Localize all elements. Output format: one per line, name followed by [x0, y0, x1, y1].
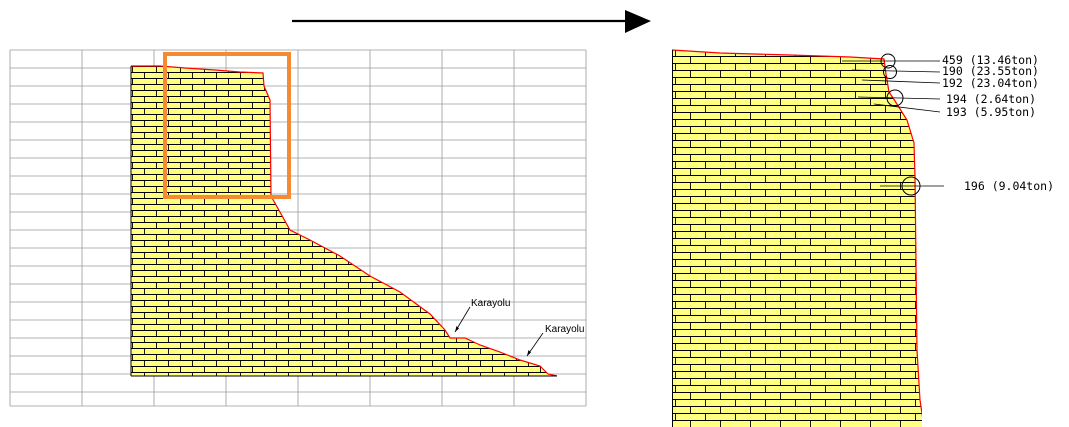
rock-label-194: 194 (2.64ton) [946, 92, 1036, 106]
road-marker-2: Karayolu [526, 324, 584, 357]
overview-profile-line [131, 65, 558, 377]
highlight-box [163, 52, 291, 199]
rock-label-192: 192 (23.04ton) [942, 76, 1039, 90]
circle-marker-icon [880, 53, 921, 196]
rock-label-190: 190 (23.55ton) [942, 64, 1039, 78]
road-marker-1: Karayolu [454, 298, 510, 333]
rock-label-193: 193 (5.95ton) [946, 105, 1036, 119]
detail-profile-line [672, 49, 922, 418]
overview-rock-mass [131, 66, 557, 376]
rock-label-196: 196 (9.04ton) [964, 179, 1054, 193]
rock-label-459: 459 (13.46ton) [942, 53, 1039, 67]
detail-rock-mass [672, 50, 922, 427]
road-label: Karayolu [471, 298, 510, 309]
road-label: Karayolu [545, 324, 584, 335]
detail-labels: 459 (13.46ton) 190 (23.55ton) 192 (23.04… [942, 53, 1054, 193]
detail-view [672, 49, 922, 427]
right-arrow-icon [292, 10, 651, 33]
